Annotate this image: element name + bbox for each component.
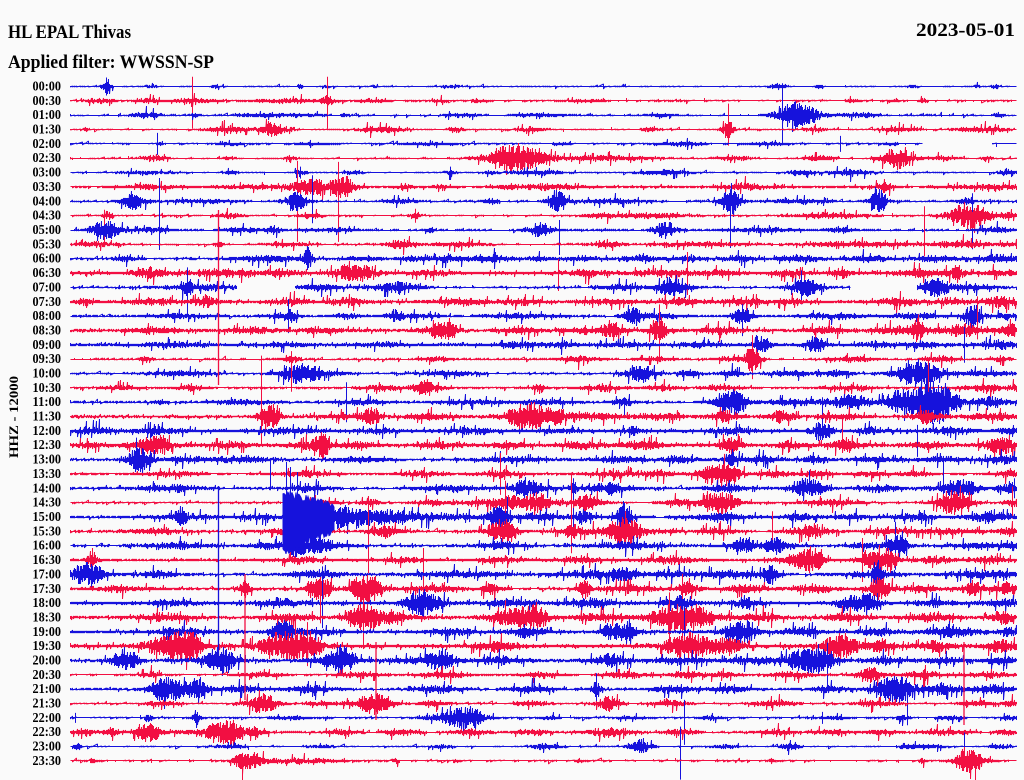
svg-text:00:00: 00:00 [33, 80, 62, 95]
svg-text:03:30: 03:30 [33, 180, 62, 195]
svg-text:06:00: 06:00 [33, 252, 62, 267]
svg-text:11:00: 11:00 [33, 395, 62, 410]
svg-text:17:30: 17:30 [33, 582, 62, 597]
svg-text:07:30: 07:30 [33, 295, 62, 310]
svg-text:13:30: 13:30 [33, 467, 62, 482]
svg-text:01:30: 01:30 [33, 123, 62, 138]
svg-text:2023-05-01: 2023-05-01 [916, 20, 1015, 41]
svg-text:05:00: 05:00 [33, 223, 62, 238]
svg-text:00:30: 00:30 [33, 94, 62, 109]
svg-text:19:00: 19:00 [33, 625, 62, 640]
svg-text:08:30: 08:30 [33, 323, 62, 338]
svg-text:22:30: 22:30 [33, 725, 62, 740]
svg-text:02:00: 02:00 [33, 137, 62, 152]
svg-text:05:30: 05:30 [33, 237, 62, 252]
svg-text:16:30: 16:30 [33, 553, 62, 568]
svg-text:20:00: 20:00 [33, 654, 62, 669]
svg-text:09:00: 09:00 [33, 338, 62, 353]
svg-text:02:30: 02:30 [33, 151, 62, 166]
svg-text:20:30: 20:30 [33, 668, 62, 683]
svg-text:09:30: 09:30 [33, 352, 62, 367]
svg-text:21:00: 21:00 [33, 682, 62, 697]
svg-text:04:00: 04:00 [33, 194, 62, 209]
svg-text:23:00: 23:00 [33, 740, 62, 755]
svg-text:14:30: 14:30 [33, 496, 62, 511]
svg-text:14:00: 14:00 [33, 481, 62, 496]
svg-text:Applied filter: WWSSN-SP: Applied filter: WWSSN-SP [8, 52, 214, 73]
svg-text:08:00: 08:00 [33, 309, 62, 324]
svg-text:15:30: 15:30 [33, 524, 62, 539]
svg-text:04:30: 04:30 [33, 209, 62, 224]
svg-text:10:00: 10:00 [33, 367, 62, 382]
svg-text:03:00: 03:00 [33, 166, 62, 181]
svg-text:07:00: 07:00 [33, 280, 62, 295]
svg-text:23:30: 23:30 [33, 754, 62, 769]
svg-text:19:30: 19:30 [33, 639, 62, 654]
svg-text:12:00: 12:00 [33, 424, 62, 439]
svg-text:06:30: 06:30 [33, 266, 62, 281]
svg-text:16:00: 16:00 [33, 539, 62, 554]
svg-text:01:00: 01:00 [33, 108, 62, 123]
svg-text:18:00: 18:00 [33, 596, 62, 611]
svg-text:10:30: 10:30 [33, 381, 62, 396]
svg-text:18:30: 18:30 [33, 610, 62, 625]
svg-text:12:30: 12:30 [33, 438, 62, 453]
svg-text:17:00: 17:00 [33, 567, 62, 582]
svg-text:21:30: 21:30 [33, 697, 62, 712]
svg-text:11:30: 11:30 [33, 410, 62, 425]
svg-text:22:00: 22:00 [33, 711, 62, 726]
svg-text:HL EPAL Thivas: HL EPAL Thivas [8, 22, 131, 43]
svg-text:HHZ - 12000: HHZ - 12000 [6, 376, 21, 458]
svg-text:13:00: 13:00 [33, 453, 62, 468]
svg-text:15:00: 15:00 [33, 510, 62, 525]
